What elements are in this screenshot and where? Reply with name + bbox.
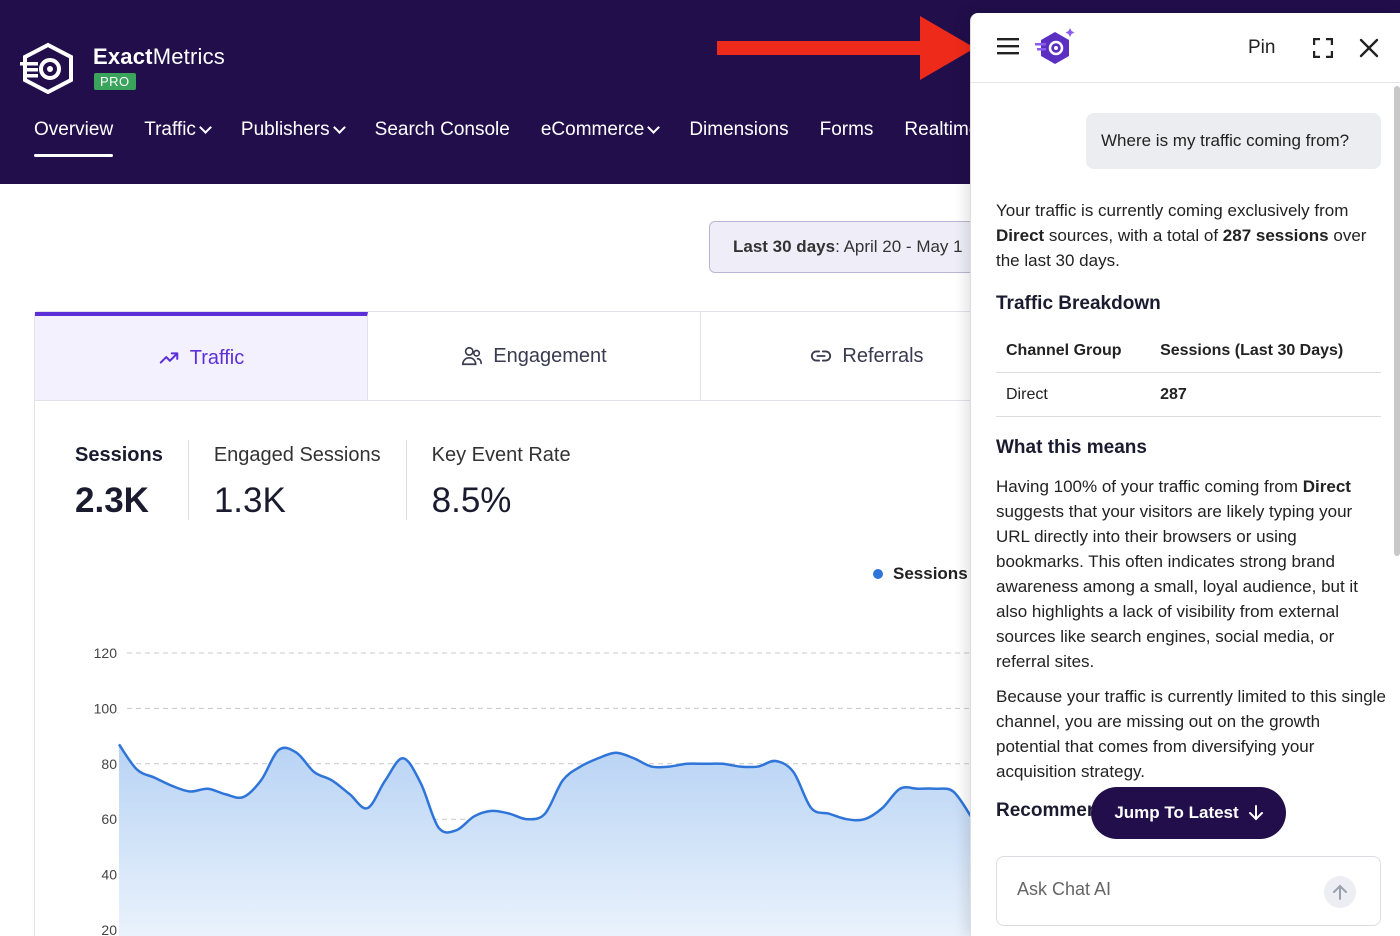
menu-icon[interactable] <box>997 37 1019 55</box>
tab-engagement[interactable]: Engagement <box>368 312 701 400</box>
nav-dimensions[interactable]: Dimensions <box>689 119 789 140</box>
chat-ai-logo-icon <box>1035 28 1075 64</box>
y-tick-label: 60 <box>101 811 117 827</box>
chevron-down-icon <box>199 121 212 134</box>
report-card: Traffic Engagement Referrals Sessions 2.… <box>34 311 1035 936</box>
nav-forms[interactable]: Forms <box>819 119 874 140</box>
legend-label: Sessions <box>893 564 968 583</box>
chat-input-box <box>996 856 1381 926</box>
metrics-row: Sessions 2.3K Engaged Sessions 1.3K Key … <box>35 440 596 522</box>
metric-engaged-sessions: Engaged Sessions 1.3K <box>189 440 407 520</box>
nav-search-console[interactable]: Search Console <box>374 119 510 140</box>
metric-key-event-rate: Key Event Rate 8.5% <box>407 440 596 520</box>
table-cell: 287 <box>1150 372 1381 417</box>
pro-badge: PRO <box>94 73 136 90</box>
nav-traffic[interactable]: Traffic <box>144 118 212 142</box>
table-header: Channel Group <box>996 330 1151 373</box>
jump-to-latest-button[interactable]: Jump To Latest <box>1091 787 1286 839</box>
legend-dot <box>873 569 883 579</box>
sessions-line <box>117 743 973 834</box>
sessions-area <box>119 744 971 936</box>
chat-panel-header: Pin <box>971 13 1400 83</box>
main-nav: Overview Traffic Publishers Search Conso… <box>34 118 1010 157</box>
metric-sessions: Sessions 2.3K <box>35 440 189 520</box>
traffic-breakdown-heading: Traffic Breakdown <box>996 293 1161 314</box>
y-tick-label: 80 <box>101 756 117 772</box>
chat-ai-panel: Pin Where is my traffic coming from? You… <box>970 13 1400 936</box>
table-row: Direct 287 <box>996 372 1381 417</box>
red-arrow-annotation <box>717 16 975 80</box>
nav-realtime[interactable]: Realtime <box>904 119 980 140</box>
close-icon[interactable] <box>1359 38 1379 58</box>
pin-button[interactable]: Pin <box>1248 37 1276 58</box>
arrow-down-icon <box>1248 805 1263 821</box>
send-button[interactable] <box>1324 876 1356 908</box>
link-icon <box>811 350 832 362</box>
trend-up-icon <box>159 352 179 364</box>
brand-name: ExactMetrics <box>93 44 226 69</box>
chevron-down-icon <box>647 121 661 134</box>
report-tabs: Traffic Engagement Referrals <box>35 312 1035 401</box>
arrow-up-icon <box>1333 884 1347 900</box>
exactmetrics-logo-icon <box>20 42 73 94</box>
y-tick-label: 20 <box>101 922 117 936</box>
recommendations-heading: Recommen <box>996 800 1099 821</box>
y-tick-label: 100 <box>94 700 118 716</box>
metric-label: Key Event Rate <box>431 444 571 466</box>
nav-overview[interactable]: Overview <box>34 119 114 157</box>
metric-label: Engaged Sessions <box>213 444 381 466</box>
chevron-down-icon <box>332 121 346 134</box>
y-tick-label: 40 <box>101 867 117 883</box>
nav-publishers[interactable]: Publishers <box>241 118 346 142</box>
metric-value: 1.3K <box>213 481 286 520</box>
metric-value: 8.5% <box>431 481 512 520</box>
ask-chat-input[interactable] <box>1017 879 1297 900</box>
sessions-chart: 120 100 80 60 40 20 <box>94 645 1035 936</box>
fullscreen-icon[interactable] <box>1313 38 1333 58</box>
y-tick-label: 120 <box>94 645 118 661</box>
traffic-breakdown-table: Channel Group Sessions (Last 30 Days) Di… <box>996 330 1381 417</box>
nav-ecommerce[interactable]: eCommerce <box>541 118 661 142</box>
ai-intro-paragraph: Your traffic is currently coming exclusi… <box>996 201 1367 270</box>
chart-legend: Sessions <box>873 564 968 584</box>
means-paragraph-2: Because your traffic is currently limite… <box>996 687 1386 781</box>
chat-scrollbar[interactable] <box>1394 86 1400 556</box>
means-paragraph-1: Having 100% of your traffic coming from … <box>996 477 1358 671</box>
table-cell: Direct <box>996 372 1151 417</box>
user-message-bubble: Where is my traffic coming from? <box>1086 113 1381 169</box>
table-header: Sessions (Last 30 Days) <box>1150 330 1381 373</box>
date-range-button[interactable]: Last 30 days: April 20 - May 1 <box>709 221 1009 273</box>
metric-label: Sessions <box>75 444 163 466</box>
users-icon <box>462 346 483 366</box>
ai-response: Your traffic is currently coming exclusi… <box>996 198 1386 837</box>
what-this-means-heading: What this means <box>996 437 1147 458</box>
tab-traffic[interactable]: Traffic <box>35 312 368 400</box>
metric-value: 2.3K <box>75 481 149 520</box>
